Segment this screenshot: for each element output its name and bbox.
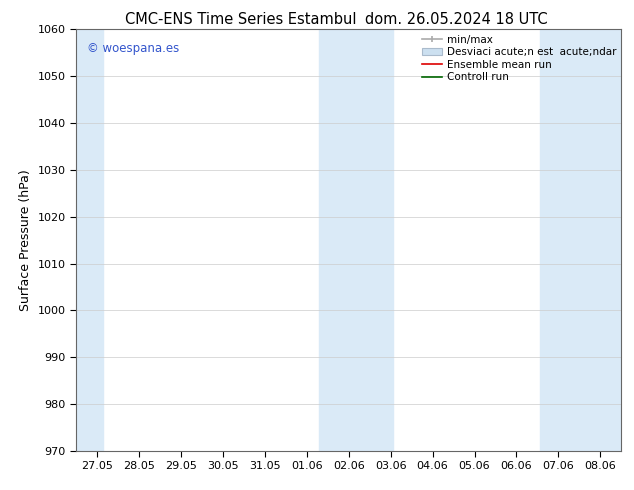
Bar bbox=[76, 29, 103, 451]
Text: CMC-ENS Time Series Estambul: CMC-ENS Time Series Estambul bbox=[125, 12, 357, 27]
Bar bbox=[540, 29, 621, 451]
Y-axis label: Surface Pressure (hPa): Surface Pressure (hPa) bbox=[19, 169, 32, 311]
Legend: min/max, Desviaci acute;n est  acute;ndar, Ensemble mean run, Controll run: min/max, Desviaci acute;n est acute;ndar… bbox=[420, 32, 618, 84]
Text: dom. 26.05.2024 18 UTC: dom. 26.05.2024 18 UTC bbox=[365, 12, 548, 27]
Text: © woespana.es: © woespana.es bbox=[87, 42, 179, 55]
Bar bbox=[320, 29, 392, 451]
